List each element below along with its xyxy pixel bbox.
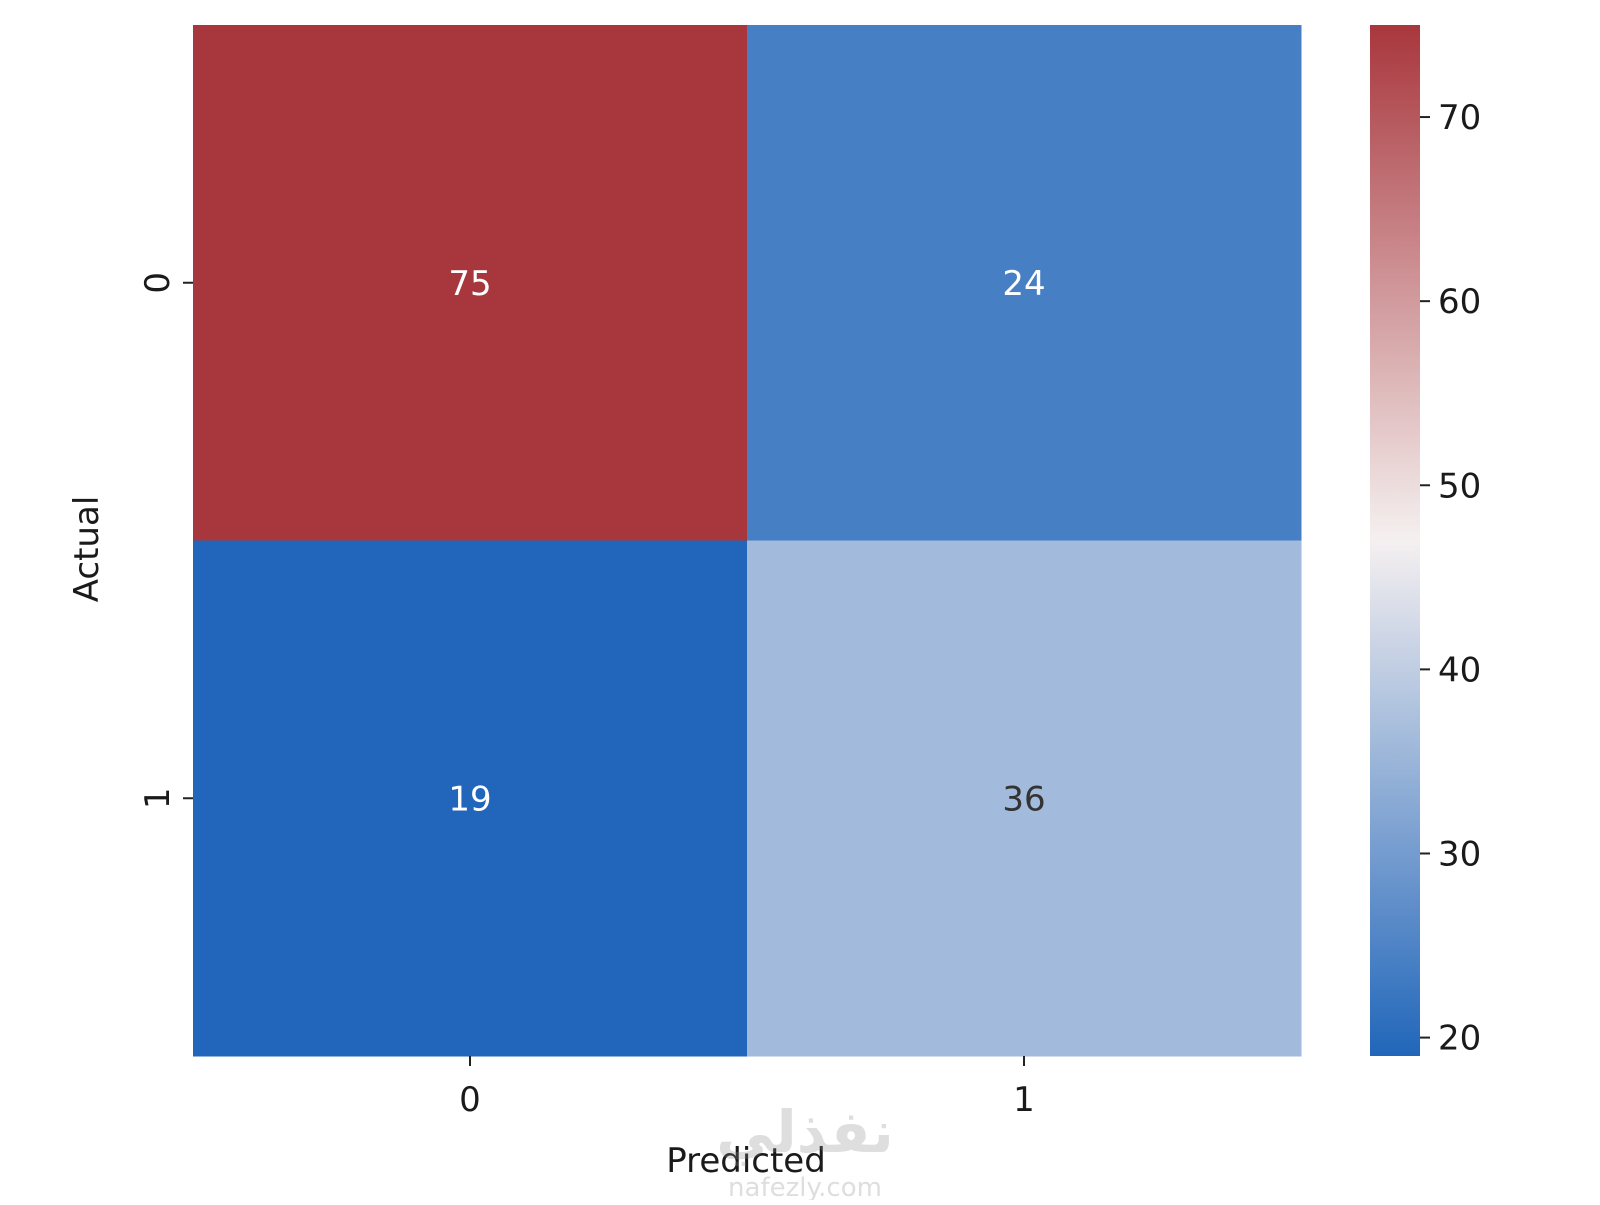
watermark-subtext: nafezly.com (728, 1173, 882, 1200)
watermark-logo: نفذلي nafezly.com (716, 1098, 893, 1203)
y-tick-label: 0 (138, 272, 178, 294)
heatmap-cells (193, 25, 1302, 1057)
colorbar-tick-label: 40 (1438, 650, 1481, 690)
colorbar-tick-label: 50 (1438, 466, 1481, 506)
cell-value-0-1: 24 (1002, 264, 1045, 304)
heatmap-axes: 0 1 0 1 (138, 272, 1035, 1120)
x-axis-label: Predicted (666, 1141, 826, 1181)
heatmap-cell-0-1 (747, 25, 1302, 541)
colorbar-tick-label: 60 (1438, 282, 1481, 322)
watermark-text: نفذلي (716, 1098, 893, 1166)
colorbar: 20 30 40 50 60 70 (1370, 25, 1481, 1059)
heatmap-cell-1-1 (747, 540, 1302, 1057)
heatmap-annotations: 75 24 19 36 (448, 264, 1045, 820)
heatmap-cell-0-0 (193, 25, 748, 541)
y-axis-label: Actual (67, 496, 107, 603)
heatmap-cell-1-0 (193, 540, 748, 1057)
cell-value-0-0: 75 (448, 264, 491, 304)
colorbar-gradient (1370, 25, 1420, 1056)
y-tick-label: 1 (138, 787, 178, 809)
colorbar-tick-label: 30 (1438, 834, 1481, 874)
cell-value-1-0: 19 (448, 779, 491, 819)
x-tick-label: 1 (1013, 1080, 1035, 1120)
colorbar-tick-label: 20 (1438, 1019, 1481, 1059)
x-tick-label: 0 (459, 1080, 481, 1120)
colorbar-tick-label: 70 (1438, 98, 1481, 138)
cell-value-1-1: 36 (1002, 779, 1045, 819)
